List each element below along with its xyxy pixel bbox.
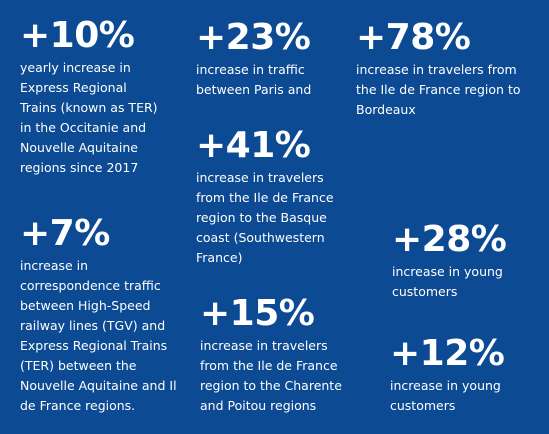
stat-description: increase in young customers (390, 378, 501, 413)
stat-block-ter-yearly-increase: +10% yearly increase in Express Regional… (20, 16, 200, 178)
stat-value: +12% (390, 333, 505, 374)
stat-description: yearly increase in Express Regional Trai… (20, 60, 158, 175)
stat-block-young-customers-2: +12% increase in young customers (390, 334, 540, 416)
stat-block-charente-poitou-travelers: +15% increase in travelers from the Ile … (200, 294, 380, 416)
stat-value: +41% (196, 125, 311, 166)
stat-description: increase in correspondence traffic betwe… (20, 258, 177, 413)
stat-description: increase in travelers from the Ile de Fr… (196, 170, 334, 265)
stat-value: +78% (356, 17, 471, 58)
stat-block-correspondence-traffic: +7% increase in correspondence traffic b… (20, 214, 200, 416)
stat-description: increase in young customers (392, 264, 503, 299)
stat-description: increase in travelers from the Ile de Fr… (356, 62, 521, 117)
stat-block-young-customers: +28% increase in young customers (392, 220, 542, 302)
stat-description: increase in traffic between Paris and (196, 62, 312, 97)
stat-block-basque-coast-travelers: +41% increase in travelers from the Ile … (196, 126, 386, 268)
stat-value: +15% (200, 293, 315, 334)
stat-value: +7% (20, 213, 110, 254)
stat-description: increase in travelers from the Ile de Fr… (200, 338, 342, 413)
stat-value: +28% (392, 219, 507, 260)
stat-block-bordeaux-travelers: +78% increase in travelers from the Ile … (356, 18, 541, 120)
stat-block-paris-traffic: +23% increase in traffic between Paris a… (196, 18, 346, 100)
stat-value: +10% (20, 15, 135, 56)
stat-value: +23% (196, 17, 311, 58)
